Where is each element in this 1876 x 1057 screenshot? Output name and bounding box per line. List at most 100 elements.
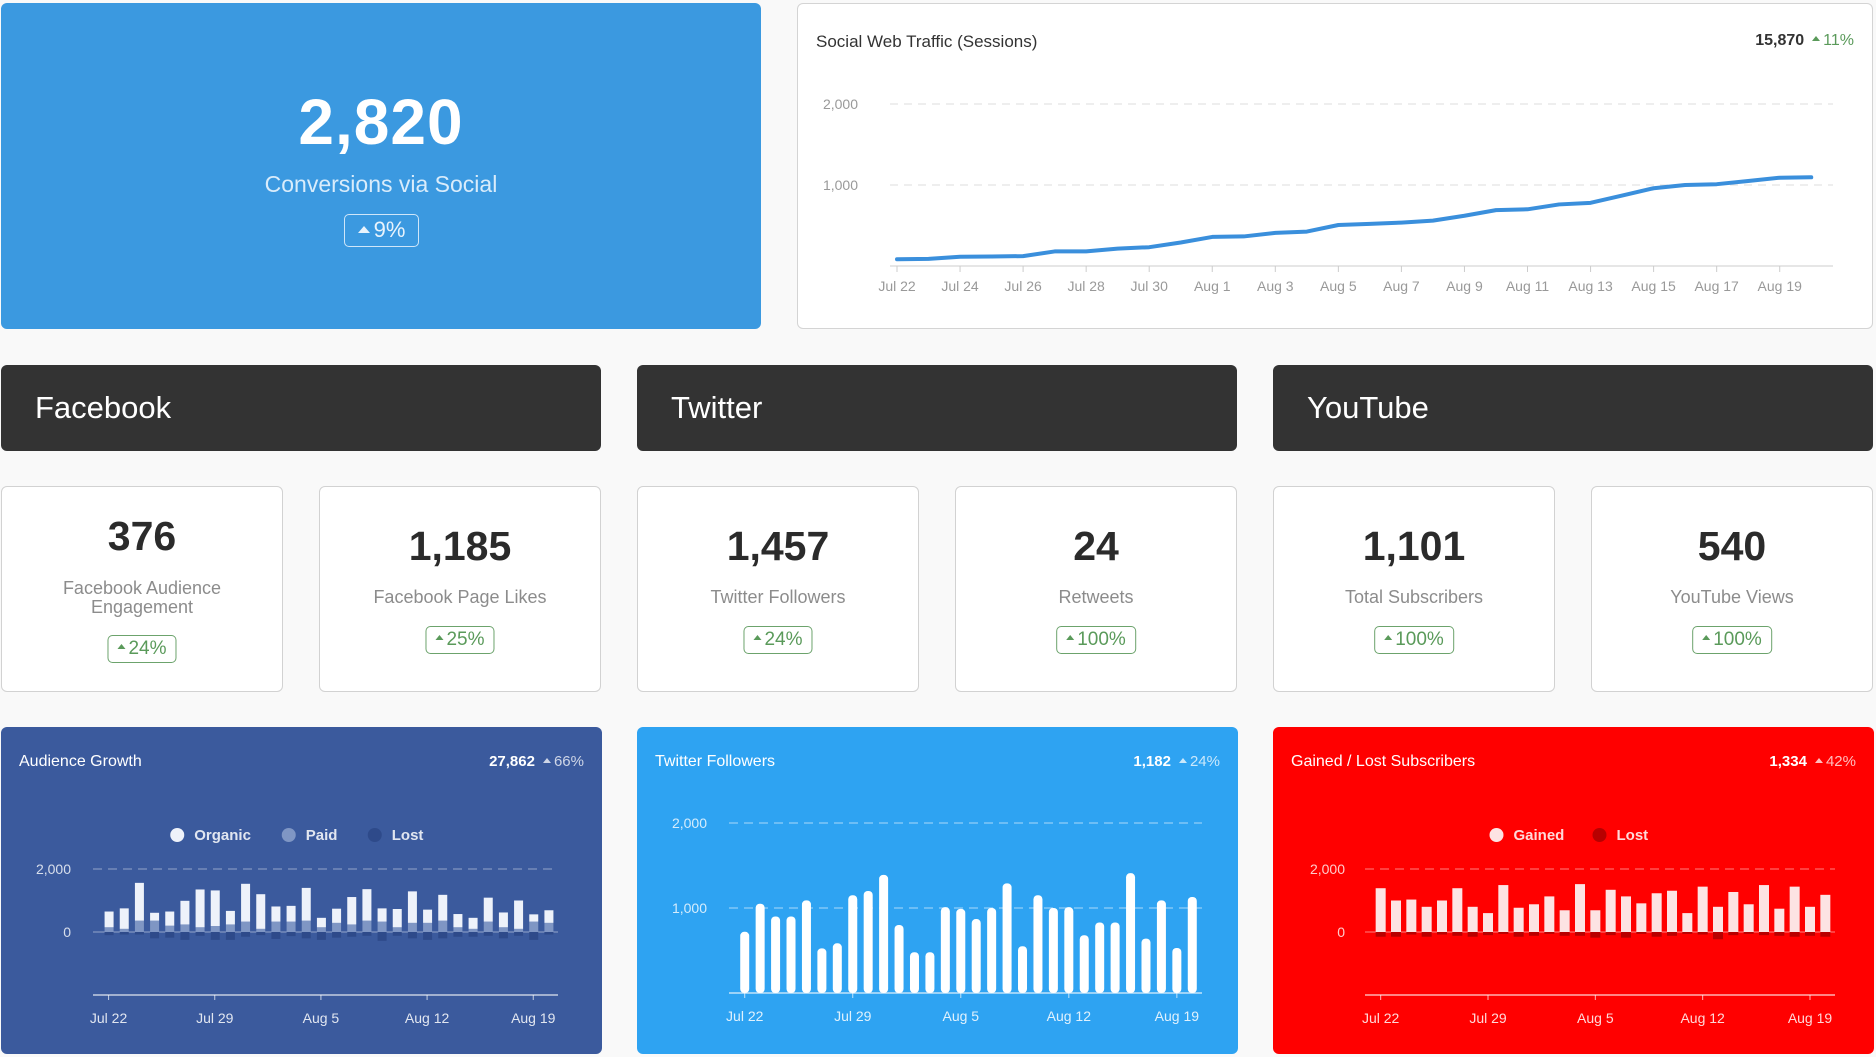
chart-title: Audience Growth bbox=[19, 753, 142, 770]
svg-text:Aug 9: Aug 9 bbox=[1446, 278, 1483, 294]
kpi-change: 24% bbox=[128, 638, 167, 659]
svg-text:Jul 28: Jul 28 bbox=[1067, 278, 1105, 294]
bar-chart: Gained Lost 2,000 0 Jul 22 Jul 29 Aug 5 Aug 12 A… bbox=[1310, 827, 1835, 1026]
kpi-label: Facebook Audience Engagement bbox=[62, 578, 222, 617]
svg-text:Aug 15: Aug 15 bbox=[1631, 278, 1676, 294]
chart-total: 15,870 bbox=[1755, 32, 1805, 49]
up-arrow-icon bbox=[753, 635, 762, 641]
kpi-label: Facebook Page Likes bbox=[373, 587, 547, 607]
svg-text:2,000: 2,000 bbox=[36, 861, 71, 877]
svg-text:Gained: Gained bbox=[1514, 827, 1565, 844]
kpi-value: 376 bbox=[107, 513, 177, 559]
chart-summary: 27,862 66% bbox=[489, 753, 584, 770]
svg-text:Organic: Organic bbox=[194, 827, 251, 844]
kpi-label: Twitter Followers bbox=[710, 587, 846, 607]
kpi-value: 1,101 bbox=[1362, 523, 1466, 569]
svg-text:Jul 22: Jul 22 bbox=[90, 1010, 128, 1026]
kpi-change-badge: 100% bbox=[1056, 626, 1136, 654]
up-arrow-icon bbox=[542, 757, 551, 763]
svg-text:1,000: 1,000 bbox=[672, 900, 707, 916]
kpi-change-badge: 100% bbox=[1374, 626, 1454, 654]
svg-text:Jul 22: Jul 22 bbox=[1362, 1010, 1400, 1026]
svg-text:Lost: Lost bbox=[392, 827, 424, 844]
kpi-change: 100% bbox=[1395, 629, 1444, 650]
chart-title: Twitter Followers bbox=[655, 753, 776, 770]
kpi-change: 24% bbox=[764, 629, 803, 650]
social-web-traffic-card: Social Web Traffic (Sessions) 15,870 11% … bbox=[797, 3, 1873, 329]
kpi-label: YouTube Views bbox=[1670, 587, 1794, 607]
kpi-card-retweets: 24 Retweets 100% bbox=[955, 486, 1237, 692]
chart-summary: 15,870 11% bbox=[1755, 32, 1854, 50]
svg-text:Aug 17: Aug 17 bbox=[1694, 278, 1739, 294]
svg-text:Jul 22: Jul 22 bbox=[726, 1008, 764, 1024]
up-arrow-icon bbox=[1066, 635, 1075, 641]
svg-text:Aug 12: Aug 12 bbox=[1680, 1010, 1725, 1026]
up-arrow-icon bbox=[117, 644, 126, 650]
section-header-youtube: YouTube bbox=[1273, 365, 1873, 451]
kpi-change-badge: 25% bbox=[425, 626, 495, 654]
kpi-card-total-subscribers: 1,101 Total Subscribers 100% bbox=[1273, 486, 1555, 692]
kpi-card-facebook-page-likes: 1,185 Facebook Page Likes 25% bbox=[319, 486, 601, 692]
up-arrow-icon bbox=[1702, 635, 1711, 641]
stacked-bar-chart: Organic Paid Lost 2,000 0 Jul 22 Jul 29 Aug 5 Au… bbox=[36, 827, 558, 1026]
svg-text:Jul 24: Jul 24 bbox=[941, 278, 979, 294]
gained-lost-subscribers-card: Gained / Lost Subscribers 1,334 42% Gaine… bbox=[1273, 727, 1874, 1054]
line-chart: 2,000 1,000 Jul 22 Jul 24 Jul 26 Jul 28 Jul 30… bbox=[823, 96, 1833, 294]
svg-text:Aug 11: Aug 11 bbox=[1506, 278, 1550, 294]
up-arrow-icon bbox=[1814, 757, 1823, 763]
svg-text:Aug 19: Aug 19 bbox=[511, 1010, 556, 1026]
svg-text:Aug 5: Aug 5 bbox=[1320, 278, 1357, 294]
kpi-change: 100% bbox=[1077, 629, 1126, 650]
svg-text:Jul 29: Jul 29 bbox=[1469, 1010, 1507, 1026]
up-arrow-icon bbox=[1812, 36, 1821, 42]
kpi-change-badge: 24% bbox=[743, 626, 813, 654]
svg-text:Paid: Paid bbox=[306, 827, 338, 844]
svg-text:Jul 22: Jul 22 bbox=[878, 278, 916, 294]
kpi-value: 24 bbox=[1073, 523, 1119, 569]
chart-total: 1,334 bbox=[1769, 753, 1807, 770]
chart-change: 66% bbox=[553, 753, 584, 770]
svg-text:Aug 3: Aug 3 bbox=[1257, 278, 1294, 294]
svg-text:Lost: Lost bbox=[1617, 827, 1649, 844]
chart-summary: 1,334 42% bbox=[1769, 753, 1856, 770]
svg-text:2,000: 2,000 bbox=[1310, 861, 1345, 877]
svg-text:Aug 1: Aug 1 bbox=[1194, 278, 1231, 294]
conversions-value: 2,820 bbox=[298, 86, 464, 158]
kpi-value: 1,185 bbox=[408, 523, 512, 569]
svg-text:Aug 13: Aug 13 bbox=[1568, 278, 1613, 294]
svg-text:Aug 19: Aug 19 bbox=[1758, 278, 1803, 294]
svg-text:Aug 5: Aug 5 bbox=[1577, 1010, 1614, 1026]
svg-text:Jul 30: Jul 30 bbox=[1131, 278, 1169, 294]
svg-text:Aug 12: Aug 12 bbox=[405, 1010, 450, 1026]
chart-title: Gained / Lost Subscribers bbox=[1291, 753, 1476, 770]
up-arrow-icon bbox=[1178, 757, 1187, 763]
kpi-label: Total Subscribers bbox=[1344, 587, 1484, 607]
kpi-change-badge: 24% bbox=[107, 635, 177, 663]
svg-text:0: 0 bbox=[63, 924, 71, 940]
section-header-facebook: Facebook bbox=[1, 365, 601, 451]
svg-text:Aug 5: Aug 5 bbox=[303, 1010, 340, 1026]
svg-text:Aug 19: Aug 19 bbox=[1155, 1008, 1200, 1024]
kpi-change-badge: 100% bbox=[1692, 626, 1772, 654]
chart-change: 42% bbox=[1825, 753, 1856, 770]
conversions-change: 9% bbox=[373, 217, 406, 242]
conversions-label: Conversions via Social bbox=[264, 171, 498, 197]
svg-text:Aug 5: Aug 5 bbox=[942, 1008, 979, 1024]
kpi-change: 100% bbox=[1713, 629, 1762, 650]
kpi-change: 25% bbox=[446, 629, 485, 650]
svg-text:2,000: 2,000 bbox=[823, 96, 858, 112]
kpi-value: 540 bbox=[1697, 523, 1767, 569]
up-arrow-icon bbox=[435, 635, 444, 641]
svg-text:1,000: 1,000 bbox=[823, 177, 858, 193]
svg-text:0: 0 bbox=[1337, 924, 1345, 940]
chart-change: 11% bbox=[1823, 32, 1854, 49]
up-arrow-icon bbox=[357, 225, 370, 233]
svg-text:Aug 19: Aug 19 bbox=[1788, 1010, 1833, 1026]
kpi-card-youtube-views: 540 YouTube Views 100% bbox=[1591, 486, 1873, 692]
audience-growth-card: Audience Growth 27,862 66% Organic Paid Los… bbox=[1, 727, 602, 1054]
twitter-followers-card: Twitter Followers 1,182 24% 2,000 1,000 Jul… bbox=[637, 727, 1238, 1054]
svg-text:Jul 26: Jul 26 bbox=[1004, 278, 1042, 294]
up-arrow-icon bbox=[1384, 635, 1393, 641]
kpi-value: 1,457 bbox=[726, 523, 830, 569]
svg-text:Aug 12: Aug 12 bbox=[1047, 1008, 1092, 1024]
